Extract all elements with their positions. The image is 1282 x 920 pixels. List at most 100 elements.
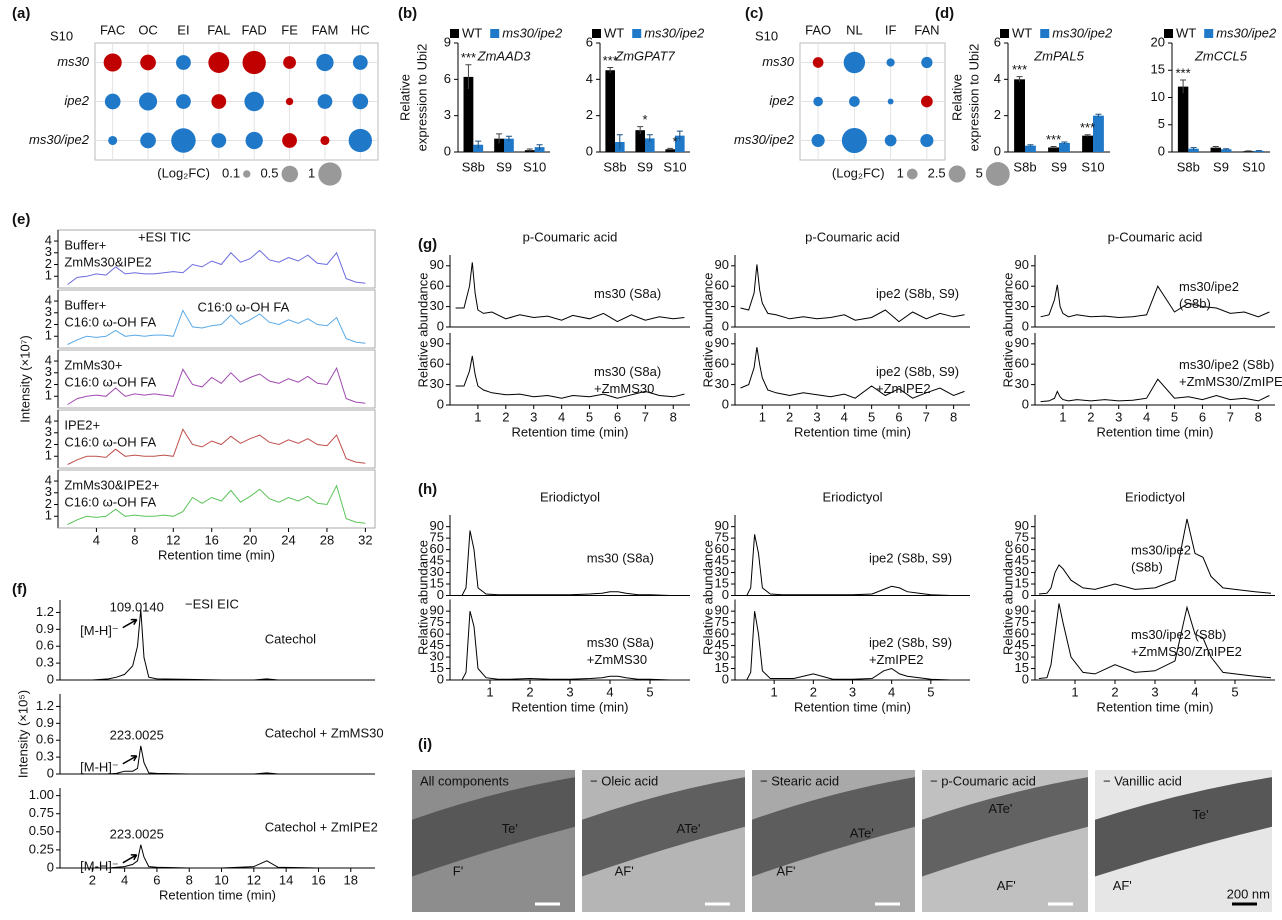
trace-label: ipe2 (S8b, S9) bbox=[869, 551, 952, 566]
trace-label: +ZmIPE2 bbox=[869, 652, 924, 667]
y-tick-label: 90 bbox=[1015, 518, 1029, 533]
x-tick-label: 24 bbox=[281, 532, 295, 547]
row-label: ms30 bbox=[57, 54, 90, 69]
x-tick-label: 5 bbox=[646, 684, 653, 699]
trace-label: ms30 (S8a) bbox=[594, 364, 661, 379]
y-tick-label: 15 bbox=[430, 660, 444, 675]
y-tick-label: 90 bbox=[430, 257, 444, 272]
error-bar bbox=[1180, 79, 1187, 94]
x-tick-label: S8b bbox=[1177, 159, 1200, 174]
trace bbox=[1040, 378, 1270, 403]
legend-swatch bbox=[632, 29, 642, 38]
y-tick-label: 0.75 bbox=[29, 805, 54, 820]
y-axis-label: Intensity (×10⁵) bbox=[15, 690, 30, 778]
x-axis-label: Retention time (min) bbox=[794, 699, 911, 714]
y-tick-label: 0 bbox=[1158, 143, 1165, 158]
y-tick-label: 90 bbox=[430, 518, 444, 533]
bubble bbox=[887, 98, 894, 105]
y-tick-label: 0 bbox=[437, 396, 444, 411]
error-bar bbox=[1084, 134, 1091, 137]
x-tick-label: 5 bbox=[1231, 684, 1238, 699]
x-tick-label: 3 bbox=[813, 409, 820, 424]
y-tick-label: 60 bbox=[1015, 541, 1029, 556]
significance: * bbox=[642, 112, 647, 127]
bubble bbox=[316, 53, 334, 72]
x-tick-label: FAO bbox=[805, 22, 831, 37]
trace bbox=[738, 534, 967, 596]
bubble bbox=[245, 131, 263, 150]
subplot-title: ZmGPAT7 bbox=[614, 48, 675, 63]
y-tick-label: 0.50 bbox=[29, 823, 54, 838]
micrograph-title: All components bbox=[420, 773, 509, 788]
annotation: +ESI TIC bbox=[138, 229, 191, 244]
trace-label: ZmMs30&IPE2+ bbox=[64, 478, 159, 493]
legend-label: 0.5 bbox=[260, 165, 278, 180]
bubble bbox=[171, 128, 196, 153]
bubble bbox=[884, 134, 897, 147]
bubble bbox=[841, 127, 867, 154]
arrow bbox=[122, 755, 138, 765]
y-tick-label: 0.6 bbox=[36, 638, 54, 653]
x-tick-label: S10 bbox=[523, 159, 546, 174]
y-tick-label: 90 bbox=[430, 335, 444, 350]
bubble bbox=[320, 135, 330, 146]
significance: *** bbox=[1176, 65, 1191, 80]
panel-label: (i) bbox=[418, 736, 432, 753]
legend-label: WT bbox=[1176, 25, 1196, 40]
trace bbox=[740, 264, 965, 323]
x-tick-label: S8b bbox=[603, 159, 626, 174]
bubble bbox=[176, 55, 191, 70]
bubble bbox=[352, 93, 369, 110]
trace bbox=[67, 428, 366, 465]
trace-label: ms30 (S8a) bbox=[587, 551, 654, 566]
trace bbox=[68, 745, 375, 775]
panel-label: (c) bbox=[745, 5, 763, 22]
y-axis-label: Intensity (×10⁷) bbox=[17, 335, 32, 422]
x-tick-label: 3 bbox=[849, 684, 856, 699]
error-bar bbox=[667, 147, 674, 151]
annotation: −ESI EIC bbox=[185, 596, 239, 611]
y-tick-label: 0 bbox=[437, 671, 444, 686]
row-label: ipe2 bbox=[64, 93, 89, 108]
x-tick-label: 10 bbox=[214, 872, 228, 887]
y-tick-label: 30 bbox=[430, 564, 444, 579]
y-tick-label: 60 bbox=[715, 356, 729, 371]
y-tick-label: 9 bbox=[444, 34, 451, 49]
y-tick-label: 4 bbox=[45, 352, 52, 367]
bubble bbox=[282, 133, 297, 148]
trace-label: +ZmMS30/ZmIPE2 bbox=[1131, 644, 1242, 659]
chart-title: Eriodictyol bbox=[1125, 489, 1185, 504]
error-bar bbox=[475, 140, 482, 149]
bar bbox=[463, 76, 474, 152]
legend-label: ms30/ipe2 bbox=[502, 25, 563, 40]
y-tick-label: 60 bbox=[430, 278, 444, 293]
x-tick-label: 14 bbox=[279, 872, 293, 887]
bubble bbox=[348, 128, 372, 153]
ion-label: [M-H]⁻ bbox=[80, 759, 119, 774]
y-tick-label: 4 bbox=[994, 71, 1001, 86]
error-bar bbox=[496, 133, 503, 144]
legend-title: (Log₂FC) bbox=[157, 165, 210, 180]
trace-label: ZmMs30&IPE2 bbox=[64, 255, 151, 270]
trace-label: ZmMs30+ bbox=[64, 358, 122, 373]
ion-label: [M-H]⁻ bbox=[80, 623, 119, 638]
error-bar bbox=[505, 135, 512, 142]
x-tick-label: 1 bbox=[474, 409, 481, 424]
significance: *** bbox=[1046, 132, 1061, 147]
trace-label: +ZmMS30 bbox=[587, 652, 647, 667]
legend-label: ms30/ipe2 bbox=[1052, 25, 1113, 40]
x-tick-label: 1 bbox=[759, 409, 766, 424]
y-tick-label: 2 bbox=[45, 376, 52, 391]
y-tick-label: 0 bbox=[722, 318, 729, 333]
y-tick-label: 60 bbox=[715, 626, 729, 641]
x-tick-label: S9 bbox=[496, 159, 512, 174]
y-axis-label: Relative abundance bbox=[1000, 273, 1015, 388]
significance: * bbox=[672, 134, 677, 149]
bubble bbox=[140, 54, 156, 71]
y-tick-label: 1 bbox=[45, 268, 52, 283]
x-tick-label: FAC bbox=[100, 22, 125, 37]
legend-label: WT bbox=[1012, 25, 1032, 40]
legend-label: ms30/ipe2 bbox=[644, 25, 705, 40]
x-tick-label: 4 bbox=[558, 409, 565, 424]
